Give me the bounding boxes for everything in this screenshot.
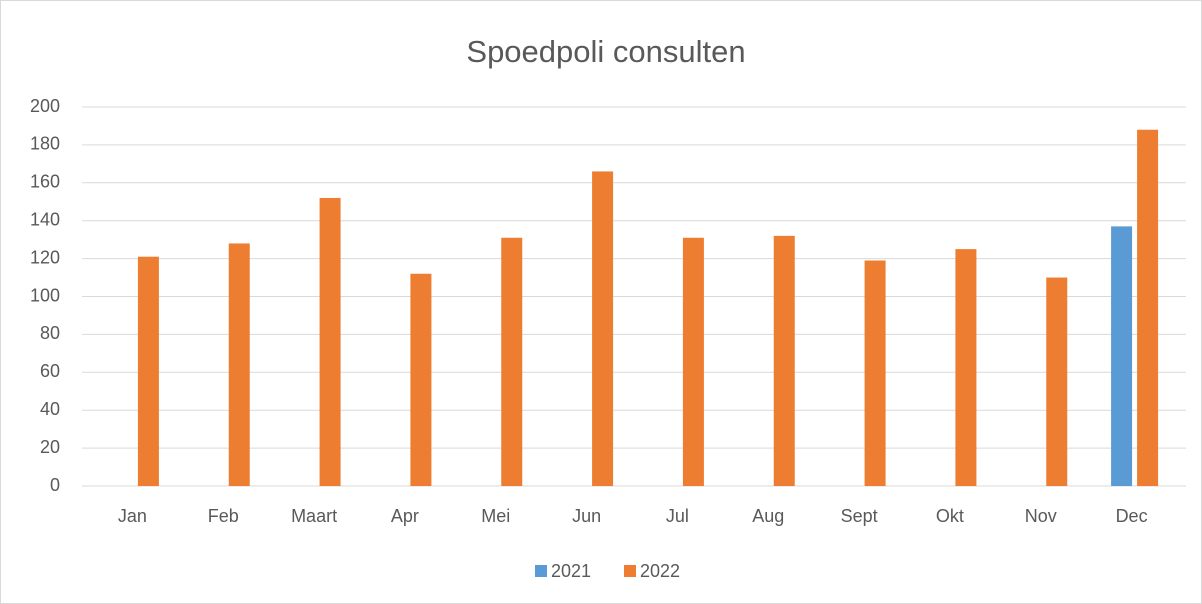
bar xyxy=(1111,226,1133,486)
x-tick-label: Aug xyxy=(752,506,784,526)
y-tick-label: 140 xyxy=(30,209,60,229)
bar xyxy=(501,237,523,486)
bar xyxy=(1046,277,1068,486)
x-tick-label: Apr xyxy=(391,506,419,526)
bar xyxy=(319,197,341,486)
y-tick-label: 20 xyxy=(40,437,60,457)
y-tick-label: 0 xyxy=(50,475,60,495)
legend-swatch xyxy=(535,565,547,577)
x-tick-label: Feb xyxy=(208,506,239,526)
x-tick-label: Jul xyxy=(666,506,689,526)
x-tick-label: Sept xyxy=(841,506,878,526)
bar xyxy=(1137,129,1159,487)
y-tick-label: 120 xyxy=(30,247,60,267)
y-tick-label: 40 xyxy=(40,399,60,419)
legend-label: 2021 xyxy=(551,561,591,581)
y-tick-label: 200 xyxy=(30,96,60,116)
bar xyxy=(592,171,614,486)
bar xyxy=(773,235,795,486)
bar xyxy=(228,243,250,486)
bar xyxy=(410,273,432,486)
x-tick-label: Maart xyxy=(291,506,337,526)
y-tick-label: 80 xyxy=(40,323,60,343)
chart-title: Spoedpoli consulten xyxy=(466,34,745,69)
y-tick-label: 160 xyxy=(30,172,60,192)
x-tick-label: Okt xyxy=(936,506,964,526)
y-tick-label: 100 xyxy=(30,285,60,305)
y-tick-label: 60 xyxy=(40,361,60,381)
y-tick-label: 180 xyxy=(30,134,60,154)
x-tick-label: Jan xyxy=(118,506,147,526)
x-tick-label: Dec xyxy=(1116,506,1148,526)
x-tick-label: Mei xyxy=(481,506,510,526)
bar xyxy=(955,249,977,486)
legend-swatch xyxy=(624,565,636,577)
x-tick-label: Nov xyxy=(1025,506,1057,526)
bar xyxy=(137,256,159,486)
bar xyxy=(864,260,886,486)
bar xyxy=(682,237,704,486)
x-tick-label: Jun xyxy=(572,506,601,526)
legend-label: 2022 xyxy=(640,561,680,581)
